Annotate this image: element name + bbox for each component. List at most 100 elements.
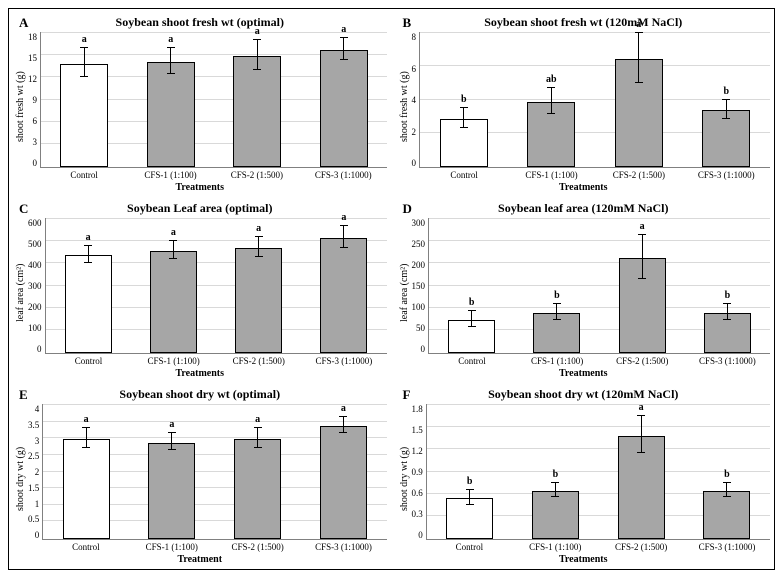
x-tick-label: Control [46, 356, 131, 366]
error-cap [339, 432, 347, 433]
y-tick-label: 0 [35, 530, 40, 540]
error-cap [340, 225, 348, 226]
error-cap [169, 240, 177, 241]
panel-letter: B [403, 15, 412, 31]
chart-panel-a: ASoybean shoot fresh wt (optimal)shoot f… [13, 13, 387, 193]
plot-area: aaaa [40, 32, 387, 168]
significance-letter: a [84, 414, 89, 425]
error-cap [339, 416, 347, 417]
error-cap [460, 127, 468, 128]
error-cap [723, 319, 731, 320]
significance-letter: b [723, 86, 729, 97]
x-ticks: ControlCFS-1 (1:100)CFS-2 (1:500)CFS-3 (… [427, 542, 771, 552]
error-bar [726, 482, 727, 497]
significance-letter: a [341, 212, 346, 223]
error-cap [253, 39, 261, 40]
bar [150, 251, 197, 353]
chart-title: Soybean shoot dry wt (120mM NaCl) [397, 387, 771, 402]
x-axis-label: Treatments [397, 554, 771, 565]
y-tick-label: 500 [28, 239, 42, 249]
y-tick-label: 0.3 [412, 509, 423, 519]
error-bar [258, 236, 259, 256]
error-cap [553, 303, 561, 304]
error-bar [84, 47, 85, 77]
bar [320, 238, 367, 353]
error-cap [638, 234, 646, 235]
x-ticks: ControlCFS-1 (1:100)CFS-2 (1:500)CFS-3 (… [430, 356, 771, 366]
error-bar [469, 489, 470, 504]
error-cap [167, 47, 175, 48]
x-tick-label: CFS-3 (1:1000) [685, 356, 770, 366]
x-tick-label: CFS-3 (1:1000) [301, 542, 387, 552]
error-cap [167, 73, 175, 74]
y-tick-label: 6 [412, 64, 417, 74]
y-tick-label: 3.5 [28, 420, 39, 430]
significance-letter: b [724, 469, 730, 480]
y-axis-label: shoot fresh wt (g) [13, 32, 28, 182]
significance-letter: ab [546, 74, 557, 85]
y-tick-label: 12 [28, 74, 37, 84]
x-axis-label: Treatments [397, 182, 771, 193]
x-tick-label: CFS-2 (1:500) [600, 356, 685, 366]
x-axis-label: Treatments [13, 182, 387, 193]
error-cap [84, 245, 92, 246]
error-cap [723, 303, 731, 304]
x-tick-label: CFS-3 (1:1000) [300, 170, 386, 180]
x-tick-label: CFS-3 (1:1000) [683, 170, 770, 180]
error-cap [723, 482, 731, 483]
significance-letter: a [255, 414, 260, 425]
x-tick-label: Control [427, 542, 513, 552]
error-bar [642, 234, 643, 278]
panel-letter: D [403, 201, 412, 217]
error-bar [727, 303, 728, 319]
x-tick-label: CFS-3 (1:1000) [684, 542, 770, 552]
error-bar [343, 37, 344, 59]
y-tick-label: 250 [412, 239, 426, 249]
significance-letter: a [341, 24, 346, 35]
gridline [427, 426, 770, 427]
error-cap [340, 37, 348, 38]
y-ticks: 1815129630 [28, 32, 40, 182]
error-cap [635, 82, 643, 83]
y-tick-label: 600 [28, 218, 42, 228]
gridline [429, 262, 770, 263]
error-bar [173, 240, 174, 258]
error-cap [82, 447, 90, 448]
plot-area: bbab [426, 404, 770, 540]
error-cap [637, 452, 645, 453]
error-bar [257, 39, 258, 69]
x-tick-label: Control [43, 542, 129, 552]
panel-letter: E [19, 387, 28, 403]
y-tick-label: 0 [412, 158, 417, 168]
error-bar [463, 107, 464, 127]
gridline [43, 404, 386, 405]
error-cap [254, 427, 262, 428]
gridline [43, 421, 386, 422]
error-cap [80, 47, 88, 48]
panel-letter: A [19, 15, 28, 31]
y-tick-label: 0.9 [412, 467, 423, 477]
plot-area: babab [419, 32, 770, 168]
x-tick-label: CFS-1 (1:100) [131, 356, 216, 366]
y-tick-label: 3 [35, 436, 40, 446]
error-cap [468, 310, 476, 311]
error-cap [547, 113, 555, 114]
bar [65, 255, 112, 353]
significance-letter: a [255, 26, 260, 37]
y-tick-label: 200 [28, 302, 42, 312]
y-axis-label: leaf area (cm²) [397, 218, 412, 368]
gridline [429, 307, 770, 308]
gridline [429, 218, 770, 219]
significance-letter: a [341, 403, 346, 414]
gridline [429, 285, 770, 286]
significance-letter: b [461, 94, 467, 105]
y-tick-label: 1.8 [412, 404, 423, 414]
plot-area: bbab [428, 218, 770, 354]
x-tick-label: CFS-3 (1:1000) [301, 356, 386, 366]
y-tick-label: 4 [412, 95, 417, 105]
error-cap [168, 432, 176, 433]
error-cap [551, 482, 559, 483]
significance-letter: a [640, 221, 645, 232]
y-tick-label: 0 [418, 530, 423, 540]
error-bar [551, 87, 552, 114]
